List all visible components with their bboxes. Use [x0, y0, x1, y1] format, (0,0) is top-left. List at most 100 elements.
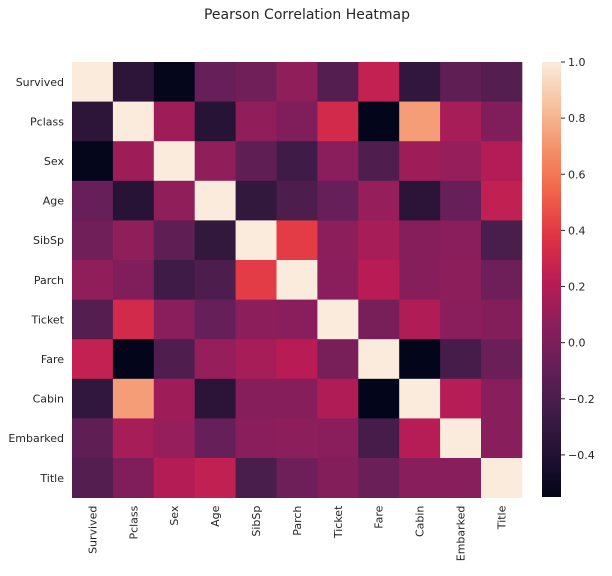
- heatmap-cell: [235, 458, 277, 498]
- heatmap-cell: [317, 220, 359, 261]
- heatmap-cell: [481, 418, 523, 459]
- heatmap-cell: [358, 260, 400, 300]
- colorbar-tick-label: 0.4: [568, 224, 586, 237]
- heatmap-cell: [399, 378, 441, 419]
- column-tick-labels: Survived Pclass Sex Age SibSp Parch Ticket Fare…: [86, 505, 508, 561]
- heatmap-cell: [194, 62, 236, 102]
- heatmap-cell: [440, 458, 482, 498]
- heatmap-cell: [72, 141, 114, 182]
- heatmap-cell: [194, 260, 236, 300]
- heatmap-cell: [112, 299, 155, 340]
- heatmap-cell: [399, 141, 441, 182]
- heatmap-cell: [112, 101, 155, 142]
- colorbar-tick-label: 1.0: [568, 56, 586, 69]
- heatmap-cell: [317, 299, 359, 340]
- heatmap-cell: [399, 339, 441, 380]
- heatmap-cell: [276, 260, 318, 300]
- heatmap-cell: [481, 378, 523, 419]
- heatmap-cell: [317, 101, 359, 142]
- heatmap-cell: [481, 458, 523, 498]
- heatmap-cell: [358, 141, 400, 182]
- row-tick-labels: Survived Pclass Sex Age SibSp Parch Ticket Fare…: [8, 76, 64, 485]
- heatmap-cell: [276, 339, 318, 380]
- heatmap-cell: [72, 339, 114, 380]
- row-tick-label: Cabin: [33, 393, 64, 406]
- heatmap-cell: [276, 378, 318, 419]
- row-tick-label: Age: [43, 195, 65, 208]
- heatmap-cell: [358, 180, 400, 221]
- heatmap-cell: [358, 378, 400, 419]
- column-tick-label: Cabin: [414, 506, 427, 537]
- heatmap-cell: [194, 101, 236, 142]
- row-tick-label: Sex: [44, 155, 65, 168]
- heatmap-cell: [72, 220, 114, 261]
- heatmap-cell: [112, 458, 155, 498]
- heatmap-cell: [276, 62, 318, 102]
- colorbar-tick-label: 0.2: [568, 281, 586, 294]
- heatmap-cell: [358, 299, 400, 340]
- row-tick-label: SibSp: [33, 234, 64, 247]
- heatmap-cell: [399, 62, 441, 102]
- heatmap-cell: [399, 299, 441, 340]
- heatmap-cell: [194, 378, 236, 419]
- column-tick-label: Parch: [291, 506, 304, 536]
- heatmap-cell: [112, 180, 155, 221]
- heatmap-cell: [72, 180, 114, 221]
- column-tick-label: Embarked: [455, 506, 468, 562]
- heatmap-cell: [440, 141, 482, 182]
- heatmap-cell: [72, 458, 114, 498]
- row-tick-label: Fare: [41, 353, 64, 366]
- heatmap-cell: [112, 62, 155, 102]
- heatmap-cell: [72, 62, 114, 102]
- heatmap-cell: [112, 378, 155, 419]
- heatmap-cell: [235, 378, 277, 419]
- heatmap-cell: [153, 62, 196, 102]
- heatmap-cell: [317, 141, 359, 182]
- colorbar-tick-label: −0.2: [568, 393, 595, 406]
- colorbar-tick-label: 0.8: [568, 112, 586, 125]
- heatmap-cell: [358, 101, 400, 142]
- column-tick-label: Age: [209, 505, 222, 527]
- row-tick-label: Pclass: [30, 115, 64, 128]
- row-tick-label: Embarked: [8, 432, 64, 445]
- heatmap-cell: [440, 101, 482, 142]
- heatmap-cell: [399, 180, 441, 221]
- heatmap-cell: [153, 339, 196, 380]
- heatmap-cell: [153, 141, 196, 182]
- heatmap-cell: [235, 418, 277, 459]
- heatmap-cell: [481, 299, 523, 340]
- heatmap-cell: [235, 180, 277, 221]
- heatmap-cell: [481, 101, 523, 142]
- heatmap-cell: [235, 260, 277, 300]
- heatmap-cell: [276, 141, 318, 182]
- heatmap-cell: [235, 101, 277, 142]
- heatmap-cell: [112, 260, 155, 300]
- heatmap-cell: [235, 339, 277, 380]
- heatmap-cell: [276, 458, 318, 498]
- heatmap-cell: [194, 458, 236, 498]
- heatmap-cell: [440, 378, 482, 419]
- heatmap-cell: [112, 141, 155, 182]
- heatmap-cell: [194, 418, 236, 459]
- heatmap-cell: [317, 339, 359, 380]
- heatmap-cell: [440, 418, 482, 459]
- heatmap-cell: [399, 220, 441, 261]
- colorbar-gradient: [542, 62, 561, 497]
- heatmap-cell: [317, 260, 359, 300]
- heatmap-cell: [72, 418, 114, 459]
- heatmap-cell: [440, 299, 482, 340]
- heatmap-cell: [358, 62, 400, 102]
- heatmap-cells: [72, 62, 523, 498]
- heatmap-cell: [317, 180, 359, 221]
- heatmap-cell: [440, 62, 482, 102]
- heatmap-cell: [440, 339, 482, 380]
- row-tick-label: Survived: [16, 76, 64, 89]
- heatmap-cell: [235, 62, 277, 102]
- heatmap-cell: [440, 260, 482, 300]
- colorbar: −0.4 −0.2 0.0 0.2 0.4 0.6 0.8 1.0: [542, 56, 595, 497]
- heatmap-cell: [72, 378, 114, 419]
- column-tick-label: Survived: [86, 506, 99, 554]
- heatmap-cell: [358, 458, 400, 498]
- heatmap-cell: [194, 180, 236, 221]
